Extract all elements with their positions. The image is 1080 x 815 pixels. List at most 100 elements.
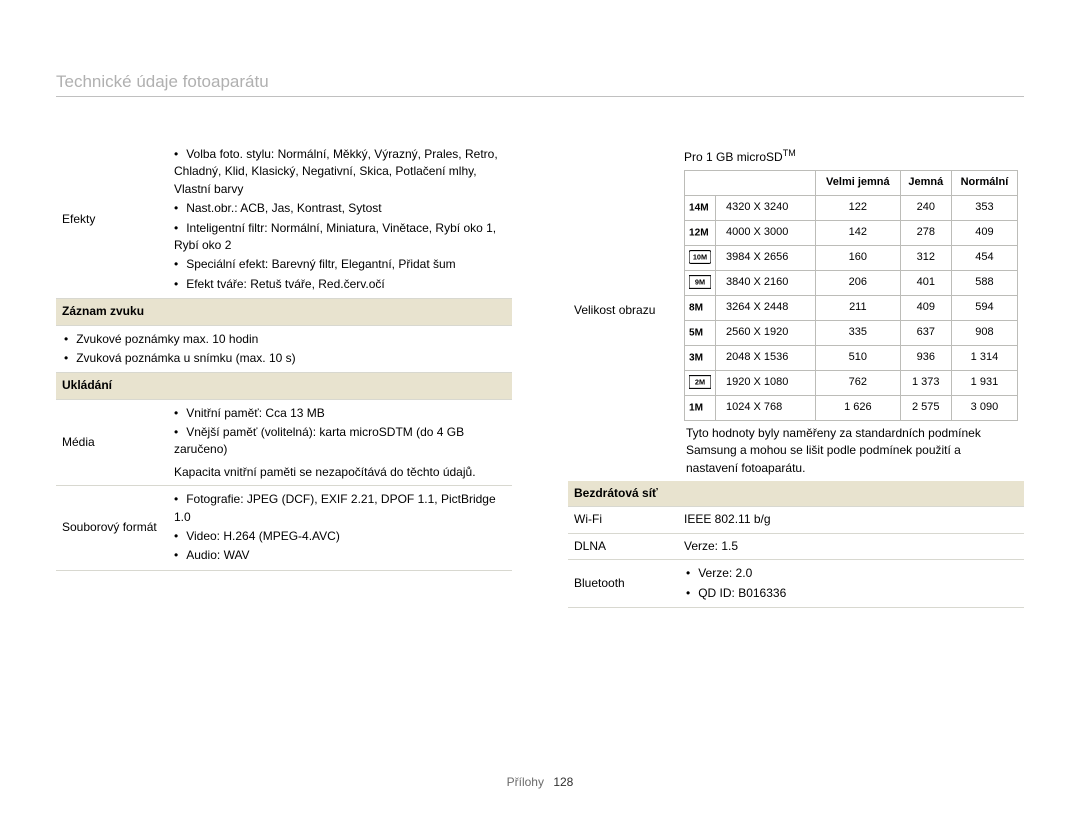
effects-value: Volba foto. stylu: Normální, Měkký, Výra… xyxy=(166,141,512,299)
row-dlna: DLNA Verze: 1.5 xyxy=(568,533,1024,559)
footer-page-number: 128 xyxy=(553,775,573,789)
row-effects: Efekty Volba foto. stylu: Normální, Měkk… xyxy=(56,141,512,299)
list-item: Efekt tváře: Retuš tváře, Red.červ.očí xyxy=(174,275,506,294)
media-label: Média xyxy=(56,399,166,486)
fine-cell: 409 xyxy=(900,296,951,321)
row-bluetooth: Bluetooth Verze: 2.0QD ID: B016336 xyxy=(568,560,1024,608)
size-icon-cell: 2M xyxy=(685,370,716,395)
list-item: Verze: 2.0 xyxy=(686,564,1018,583)
svg-text:3M: 3M xyxy=(689,353,703,364)
resolution-cell: 4000 X 3000 xyxy=(716,221,816,246)
size-row: 12M 4000 X 3000142278409 xyxy=(685,221,1018,246)
list-item: Inteligentní filtr: Normální, Miniatura,… xyxy=(174,219,506,256)
list-item: Fotografie: JPEG (DCF), EXIF 2.21, DPOF … xyxy=(174,490,506,527)
storage-section-header: Ukládání xyxy=(56,373,512,399)
svg-text:5M: 5M xyxy=(689,328,703,339)
normal-cell: 588 xyxy=(951,271,1017,296)
image-size-table: Velmi jemná Jemná Normální 14M 4320 X 324… xyxy=(684,170,1018,420)
row-wireless-header: Bezdrátová síť xyxy=(568,481,1024,507)
very-fine-cell: 122 xyxy=(816,196,901,221)
size-table-head-row: Velmi jemná Jemná Normální xyxy=(685,171,1018,196)
left-column: Efekty Volba foto. stylu: Normální, Měkk… xyxy=(56,141,512,608)
size-row: 9M3840 X 2160206401588 xyxy=(685,271,1018,296)
sound-section-header: Záznam zvuku xyxy=(56,299,512,325)
svg-text:12M: 12M xyxy=(689,228,709,239)
list-item: Vnitřní paměť: Cca 13 MB xyxy=(174,404,506,423)
list-item: Vnější paměť (volitelná): karta microSDT… xyxy=(174,423,506,460)
bt-label: Bluetooth xyxy=(568,560,678,608)
col-normal: Normální xyxy=(951,171,1017,196)
very-fine-cell: 335 xyxy=(816,321,901,346)
very-fine-cell: 142 xyxy=(816,221,901,246)
for-card-text: Pro 1 GB microSD xyxy=(684,150,783,164)
normal-cell: 409 xyxy=(951,221,1017,246)
list-item: Volba foto. stylu: Normální, Měkký, Výra… xyxy=(174,145,506,199)
normal-cell: 594 xyxy=(951,296,1017,321)
fine-cell: 278 xyxy=(900,221,951,246)
resolution-cell: 1024 X 768 xyxy=(716,395,816,420)
right-column: Velikost obrazu Pro 1 GB microSDTM Velmi… xyxy=(568,141,1024,608)
resolution-cell: 3984 X 2656 xyxy=(716,246,816,271)
svg-text:9M: 9M xyxy=(695,278,705,287)
normal-cell: 1 931 xyxy=(951,370,1017,395)
normal-cell: 908 xyxy=(951,321,1017,346)
fine-cell: 401 xyxy=(900,271,951,296)
list-item: Audio: WAV xyxy=(174,546,506,565)
size-icon-cell: 9M xyxy=(685,271,716,296)
row-format: Souborový formát Fotografie: JPEG (DCF),… xyxy=(56,486,512,571)
very-fine-cell: 762 xyxy=(816,370,901,395)
size-icon-cell: 14M xyxy=(685,196,716,221)
format-label: Souborový formát xyxy=(56,486,166,571)
row-wifi: Wi-Fi IEEE 802.11 b/g xyxy=(568,507,1024,533)
image-size-value: Pro 1 GB microSDTM Velmi jemná Jemná Nor… xyxy=(678,141,1024,481)
resolution-cell: 1920 X 1080 xyxy=(716,370,816,395)
row-image-size: Velikost obrazu Pro 1 GB microSDTM Velmi… xyxy=(568,141,1024,481)
resolution-cell: 2048 X 1536 xyxy=(716,345,816,370)
col-very-fine: Velmi jemná xyxy=(816,171,901,196)
row-media: Média Vnitřní paměť: Cca 13 MBVnější pam… xyxy=(56,399,512,486)
tm-mark: TM xyxy=(783,148,796,158)
left-spec-table: Efekty Volba foto. stylu: Normální, Měkk… xyxy=(56,141,512,571)
row-storage-header: Ukládání xyxy=(56,373,512,399)
very-fine-cell: 211 xyxy=(816,296,901,321)
image-size-label: Velikost obrazu xyxy=(568,141,678,481)
fine-cell: 936 xyxy=(900,345,951,370)
size-row: 1M1024 X 7681 6262 5753 090 xyxy=(685,395,1018,420)
for-card-line: Pro 1 GB microSDTM xyxy=(684,145,1018,170)
col-fine: Jemná xyxy=(900,171,951,196)
size-note: Tyto hodnoty byly naměřeny za standardní… xyxy=(684,421,1018,477)
content-columns: Efekty Volba foto. stylu: Normální, Měkk… xyxy=(56,141,1024,608)
svg-text:14M: 14M xyxy=(689,203,709,214)
list-item: Zvukové poznámky max. 10 hodin xyxy=(64,330,506,349)
normal-cell: 1 314 xyxy=(951,345,1017,370)
bt-value: Verze: 2.0QD ID: B016336 xyxy=(678,560,1024,608)
fine-cell: 312 xyxy=(900,246,951,271)
footer-label: Přílohy xyxy=(507,775,544,789)
list-item: Speciální efekt: Barevný filtr, Elegantn… xyxy=(174,255,506,274)
row-sound: Zvukové poznámky max. 10 hodinZvuková po… xyxy=(56,325,512,373)
dlna-value: Verze: 1.5 xyxy=(678,533,1024,559)
size-row: 8M3264 X 2448211409594 xyxy=(685,296,1018,321)
resolution-cell: 4320 X 3240 xyxy=(716,196,816,221)
size-icon-cell: 1M xyxy=(685,395,716,420)
fine-cell: 1 373 xyxy=(900,370,951,395)
size-table-blank-head xyxy=(685,171,816,196)
wifi-value: IEEE 802.11 b/g xyxy=(678,507,1024,533)
size-icon-cell: 5M xyxy=(685,321,716,346)
list-item: Zvuková poznámka u snímku (max. 10 s) xyxy=(64,349,506,368)
dlna-label: DLNA xyxy=(568,533,678,559)
title-rule xyxy=(56,96,1024,97)
svg-text:2M: 2M xyxy=(695,378,705,387)
size-row: 3M2048 X 15365109361 314 xyxy=(685,345,1018,370)
list-item: Nast.obr.: ACB, Jas, Kontrast, Sytost xyxy=(174,199,506,218)
normal-cell: 3 090 xyxy=(951,395,1017,420)
format-value: Fotografie: JPEG (DCF), EXIF 2.21, DPOF … xyxy=(166,486,512,571)
size-icon-cell: 10M xyxy=(685,246,716,271)
list-item: Video: H.264 (MPEG-4.AVC) xyxy=(174,527,506,546)
resolution-cell: 2560 X 1920 xyxy=(716,321,816,346)
wifi-label: Wi-Fi xyxy=(568,507,678,533)
size-icon-cell: 12M xyxy=(685,221,716,246)
right-spec-table: Velikost obrazu Pro 1 GB microSDTM Velmi… xyxy=(568,141,1024,608)
normal-cell: 353 xyxy=(951,196,1017,221)
very-fine-cell: 160 xyxy=(816,246,901,271)
